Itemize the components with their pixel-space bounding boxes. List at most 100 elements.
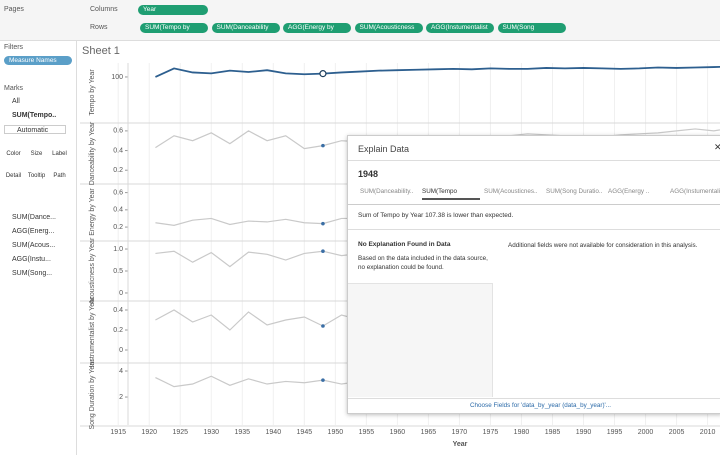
x-tick-label: 1940	[266, 429, 282, 436]
y-tick-label: 0.2	[113, 167, 123, 174]
x-tick-label: 1975	[483, 429, 499, 436]
mark-type-dropdown[interactable]: Automatic	[4, 125, 66, 134]
y-tick-label: 0.5	[113, 268, 123, 275]
x-tick-label: 1990	[576, 429, 592, 436]
x-tick-label: 1985	[545, 429, 561, 436]
explain-data-dialog: Explain Data ✕ 1948 Sum of Tempo by Year…	[347, 135, 720, 414]
selected-point	[321, 143, 325, 148]
x-tick-label: 1950	[328, 429, 344, 436]
additional-note: Additional fields were not available for…	[508, 242, 698, 249]
mark-measure[interactable]: SUM(Acous...	[12, 242, 56, 249]
mark-measure[interactable]: AGG(Energ...	[12, 228, 55, 235]
y-tick-label: 2	[119, 394, 123, 401]
close-button[interactable]: ✕	[714, 142, 720, 152]
x-tick-label: 2000	[638, 429, 654, 436]
divider	[348, 160, 720, 161]
tab[interactable]: SUM(Tempo	[422, 188, 480, 200]
shelf-bar	[0, 0, 720, 41]
y-tick-label: 0	[119, 347, 123, 354]
series-line	[155, 66, 720, 78]
columns-label: Columns	[90, 6, 118, 13]
mark-measure[interactable]: SUM(Dance...	[12, 214, 56, 221]
y-tick-label: 100	[111, 74, 123, 81]
sheet-title: Sheet 1	[82, 45, 120, 57]
y-axis-title: Tempo by Year	[89, 69, 96, 116]
x-tick-label: 1925	[172, 429, 188, 436]
y-tick-label: 1.0	[113, 246, 123, 253]
y-axis-title: Danceability by Year	[89, 121, 96, 185]
selected-point	[321, 249, 325, 254]
selected-point	[321, 221, 325, 226]
mark-button[interactable]: Label	[52, 151, 67, 157]
tab[interactable]: SUM(Danceability..	[360, 188, 414, 195]
x-tick-label: 1980	[514, 429, 530, 436]
y-tick-label: 0	[119, 290, 123, 297]
x-tick-label: 1915	[110, 429, 126, 436]
mark-button[interactable]: Size	[30, 151, 43, 157]
y-tick-label: 0.2	[113, 327, 123, 334]
mark-button[interactable]: Detail	[5, 173, 22, 179]
rows-label: Rows	[90, 24, 108, 31]
tab[interactable]: SUM(Song Duratio..	[546, 188, 603, 195]
left-panel: Filters Measure Names Marks All SUM(Temp…	[0, 41, 77, 455]
x-tick-label: 1935	[234, 429, 250, 436]
row-pill[interactable]: AGG(Energy by Year)	[283, 23, 351, 33]
empty-panel	[348, 283, 493, 397]
y-tick-label: 0.6	[113, 128, 123, 135]
selected-point	[321, 324, 325, 328]
no-explanation-text: Based on the data included in the data s…	[358, 255, 488, 271]
x-tick-label: 1930	[203, 429, 219, 436]
filters-label: Filters	[4, 44, 24, 51]
x-tick-label: 1945	[297, 429, 313, 436]
y-axis-title: Acousticness by Year	[89, 237, 96, 304]
no-explanation-title: No Explanation Found in Data	[358, 241, 451, 248]
tab[interactable]: AGG(Energy ..	[608, 188, 650, 195]
row-pill[interactable]: SUM(Tempo by Year)	[140, 23, 208, 33]
x-tick-label: 1960	[390, 429, 406, 436]
selected-point	[319, 70, 327, 78]
divider	[348, 398, 720, 399]
row-pill[interactable]: SUM(Danceability by ..	[211, 23, 280, 33]
x-tick-label: 1920	[141, 429, 157, 436]
dialog-title: Explain Data	[358, 144, 410, 154]
mark-measure[interactable]: SUM(Song...	[12, 270, 53, 277]
statement: Sum of Tempo by Year 107.38 is lower tha…	[358, 212, 514, 219]
row-pill[interactable]: AGG(Instumentalist ..	[426, 23, 494, 33]
y-tick-label: 0.6	[113, 189, 123, 196]
marks-all[interactable]: All	[12, 98, 20, 105]
marks-label: Marks	[4, 85, 24, 92]
x-tick-label: 1965	[421, 429, 437, 436]
y-tick-label: 4	[119, 368, 123, 375]
tab[interactable]: SUM(Acousticnes..	[484, 188, 538, 195]
x-tick-label: 1955	[359, 429, 375, 436]
y-tick-label: 0.4	[113, 307, 123, 314]
marks-current[interactable]: SUM(Tempo..	[12, 112, 57, 119]
x-tick-label: 2005	[669, 429, 685, 436]
filter-pill[interactable]: Measure Names	[4, 56, 72, 65]
y-axis-title: Energy by Year	[89, 188, 96, 236]
column-pill[interactable]: Year	[138, 5, 208, 15]
pages-label: Pages	[4, 6, 24, 13]
dialog-heading: 1948	[358, 169, 379, 179]
y-tick-label: 0.4	[113, 207, 123, 214]
row-pill[interactable]: SUM(Acousticness b..	[354, 23, 423, 33]
mark-button[interactable]: Tooltip	[27, 173, 46, 179]
x-tick-label: 1995	[607, 429, 623, 436]
y-tick-label: 0.2	[113, 224, 123, 231]
divider	[348, 204, 720, 205]
y-axis-title: Instrumentalist by Year	[89, 296, 96, 367]
mark-button[interactable]: Path	[53, 173, 66, 179]
selected-point	[321, 378, 325, 382]
mark-measure[interactable]: AGG(Instu...	[12, 256, 51, 263]
x-tick-label: 2010	[700, 429, 716, 436]
x-tick-label: 1970	[452, 429, 468, 436]
mark-button[interactable]: Color	[6, 151, 21, 157]
divider	[348, 229, 720, 230]
y-axis-title: Song Duration by Year	[89, 359, 96, 430]
choose-fields-link[interactable]: Choose Fields for 'data_by_year (data_by…	[470, 402, 612, 409]
row-pill[interactable]: SUM(Song Duration ..	[497, 23, 566, 33]
x-axis-title: Year	[453, 441, 468, 448]
tab[interactable]: AGG(Instumentalist ..	[670, 188, 720, 195]
y-tick-label: 0.4	[113, 147, 123, 154]
